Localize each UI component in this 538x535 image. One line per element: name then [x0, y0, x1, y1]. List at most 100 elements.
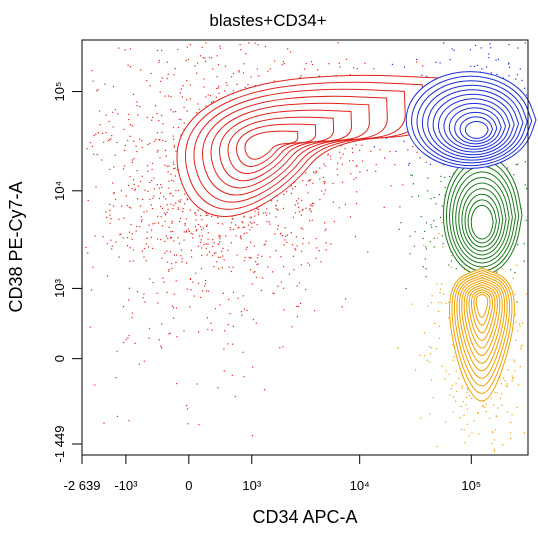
x-tick-label: 0 [185, 478, 192, 493]
event-dot [261, 255, 263, 257]
event-dot [128, 334, 130, 337]
event-dot [516, 264, 518, 266]
event-dot [210, 322, 212, 324]
event-dot [131, 316, 133, 319]
event-dot [103, 141, 105, 143]
event-dot [227, 249, 229, 251]
event-dot [351, 147, 353, 149]
event-dot [172, 230, 174, 233]
event-dot [166, 211, 168, 213]
event-dot [290, 192, 292, 195]
event-dot [364, 62, 366, 64]
event-dot [416, 58, 418, 60]
event-dot [295, 200, 298, 202]
event-dot [309, 220, 311, 222]
event-dot [172, 161, 174, 163]
event-dot [379, 149, 381, 151]
event-dot [167, 171, 169, 173]
event-dot [189, 44, 191, 46]
event-dot [468, 394, 471, 396]
event-dot [177, 48, 179, 51]
event-dot [212, 239, 214, 241]
event-dot [187, 59, 189, 61]
event-dot [114, 154, 116, 156]
event-dot [509, 432, 511, 434]
event-dot [237, 297, 239, 299]
event-dot [239, 236, 241, 238]
event-dot [320, 261, 322, 263]
event-dot [269, 256, 271, 258]
event-dot [261, 277, 264, 279]
event-dot [323, 183, 325, 185]
event-dot [354, 235, 356, 238]
event-dot [118, 256, 120, 258]
event-dot [525, 94, 528, 96]
event-dot [496, 415, 498, 417]
event-dot [151, 119, 153, 121]
event-dot [147, 190, 149, 192]
event-dot [185, 230, 187, 232]
event-dot [444, 378, 446, 380]
event-dot [136, 198, 139, 200]
event-dot [131, 312, 133, 314]
event-dot [197, 209, 199, 211]
event-dot [154, 140, 156, 142]
event-dot [435, 348, 437, 350]
event-dot [139, 180, 142, 183]
event-dot [298, 282, 300, 284]
event-dot [170, 96, 172, 98]
event-dot [95, 186, 97, 188]
event-dot [297, 202, 299, 204]
event-dot [409, 253, 411, 255]
event-dot [95, 133, 97, 135]
event-dot [107, 140, 109, 142]
event-dot [466, 391, 468, 394]
event-dot [315, 238, 317, 240]
event-dot [219, 238, 221, 240]
event-dot [234, 395, 236, 398]
event-dot [488, 57, 490, 59]
event-dot [94, 235, 96, 237]
event-dot [309, 264, 311, 266]
contour [464, 120, 489, 139]
event-dot [141, 146, 144, 148]
event-dot [150, 236, 152, 238]
event-dot [188, 230, 191, 233]
event-dot [412, 183, 414, 185]
event-dot [201, 235, 203, 237]
event-dot [148, 327, 151, 330]
event-dot [517, 384, 520, 386]
contour [459, 116, 494, 142]
event-dot [314, 172, 316, 174]
event-dot [367, 251, 369, 253]
event-dot [134, 189, 136, 191]
event-dot [184, 193, 186, 195]
event-dot [166, 204, 168, 206]
event-dot [141, 221, 143, 223]
event-dot [309, 179, 312, 181]
contour [470, 289, 494, 334]
event-dot [195, 214, 197, 216]
event-dot [217, 243, 219, 245]
event-dot [238, 226, 240, 228]
event-dot [125, 195, 127, 197]
event-dot [136, 105, 138, 107]
event-dot [161, 131, 163, 133]
event-dot [521, 322, 523, 324]
event-dot [257, 263, 259, 265]
event-dot [236, 254, 238, 256]
event-dot [152, 116, 154, 118]
event-dot [243, 260, 245, 262]
event-dot [511, 414, 513, 416]
contour [451, 269, 513, 394]
event-dot [208, 251, 210, 253]
event-dot [311, 219, 313, 221]
event-dot [186, 46, 188, 48]
event-dot [157, 302, 159, 304]
event-dot [482, 405, 484, 407]
event-dot [231, 218, 233, 220]
event-dot [296, 245, 298, 247]
event-dot [324, 181, 326, 183]
event-dot [187, 408, 189, 410]
